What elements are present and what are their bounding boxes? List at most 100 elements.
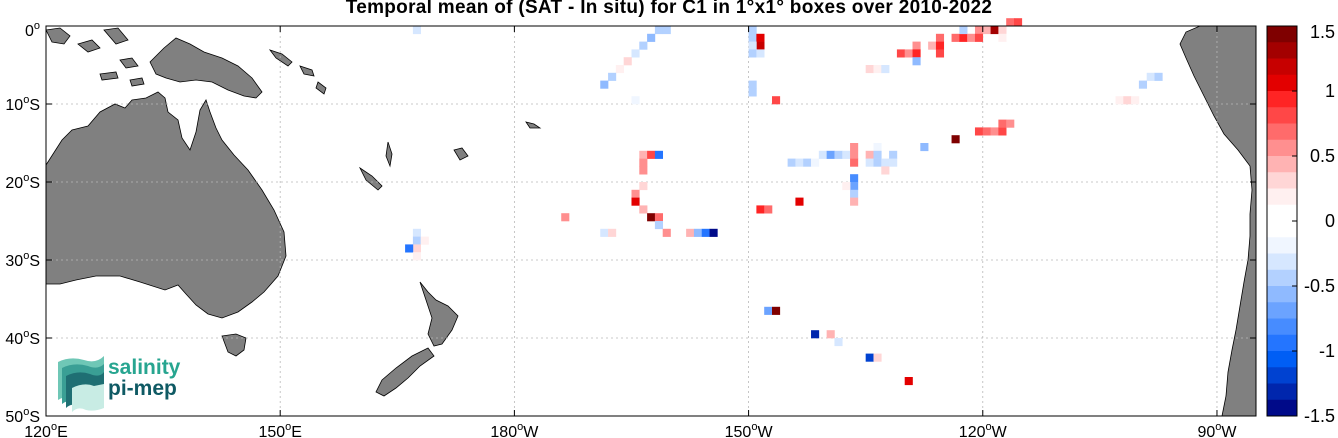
data-box bbox=[818, 150, 827, 159]
colorbar-segment bbox=[1267, 107, 1297, 124]
data-box bbox=[654, 26, 664, 35]
x-tick-label: 120oW bbox=[959, 421, 1008, 438]
data-box bbox=[795, 197, 804, 206]
y-axis: 0o 10oS 20oS 30oS 40oS 50oS bbox=[5, 20, 1256, 426]
data-box bbox=[850, 189, 859, 198]
data-box bbox=[889, 150, 898, 159]
colorbar-segment bbox=[1267, 302, 1297, 319]
data-box bbox=[850, 197, 859, 206]
data-box bbox=[834, 338, 843, 347]
data-box bbox=[850, 182, 859, 191]
colorbar bbox=[1266, 25, 1298, 417]
data-box bbox=[787, 158, 796, 167]
x-tick-label: 90oW bbox=[1197, 421, 1237, 438]
data-box bbox=[748, 26, 757, 35]
data-box bbox=[639, 158, 648, 167]
data-box bbox=[928, 41, 937, 50]
colorbar-segment bbox=[1267, 253, 1297, 271]
data-box bbox=[998, 127, 1007, 136]
data-box bbox=[1146, 72, 1155, 81]
data-box bbox=[982, 26, 991, 35]
data-box bbox=[420, 236, 429, 245]
data-box bbox=[873, 353, 882, 362]
data-box bbox=[748, 80, 757, 89]
data-box bbox=[811, 158, 820, 167]
data-box bbox=[974, 33, 984, 42]
colorbar-segment bbox=[1267, 318, 1297, 336]
y-tick-label: 0o bbox=[25, 20, 40, 40]
data-box bbox=[811, 330, 820, 339]
data-box bbox=[1006, 119, 1015, 128]
colorbar-segment bbox=[1267, 367, 1297, 384]
new-zealand-south-island bbox=[375, 347, 435, 397]
x-tick-label: 150oW bbox=[725, 421, 774, 438]
data-box bbox=[631, 49, 640, 58]
indonesia-islands bbox=[45, 27, 145, 87]
colorbar-segment bbox=[1267, 286, 1297, 303]
data-box bbox=[639, 166, 648, 175]
data-box bbox=[803, 158, 812, 167]
data-box bbox=[865, 158, 874, 167]
data-box bbox=[998, 33, 1007, 42]
x-tick-label: 150oE bbox=[258, 421, 302, 438]
logo-line1: salinity bbox=[108, 356, 181, 379]
data-box bbox=[654, 213, 664, 222]
data-box bbox=[912, 49, 921, 58]
australia-landmass bbox=[45, 91, 287, 319]
colorbar-segment bbox=[1267, 42, 1297, 59]
data-box bbox=[631, 96, 640, 105]
data-box bbox=[912, 57, 921, 66]
data-box bbox=[654, 221, 664, 230]
colorbar-segment bbox=[1267, 58, 1297, 76]
data-box bbox=[1131, 96, 1140, 105]
data-box bbox=[608, 72, 617, 81]
data-box bbox=[623, 57, 632, 66]
colorbar-segment bbox=[1267, 156, 1297, 173]
colorbar-segment bbox=[1267, 74, 1297, 92]
data-box bbox=[826, 150, 835, 159]
logo-line2: pi-mep bbox=[108, 377, 177, 400]
data-box bbox=[686, 228, 695, 237]
colorbar-tick-label: 0.5 bbox=[1310, 146, 1335, 166]
data-box bbox=[412, 228, 422, 237]
data-box bbox=[701, 228, 710, 237]
data-box bbox=[647, 213, 656, 222]
colorbar-segment bbox=[1267, 26, 1297, 43]
data-box bbox=[748, 88, 757, 97]
data-box bbox=[974, 127, 984, 136]
data-box bbox=[795, 158, 804, 167]
data-box bbox=[935, 33, 945, 42]
data-box bbox=[1123, 96, 1132, 105]
colorbar-segment bbox=[1267, 123, 1297, 141]
data-box bbox=[959, 26, 968, 35]
data-box bbox=[764, 306, 773, 315]
data-box bbox=[873, 143, 882, 152]
chart-title: Temporal mean of (SAT - In situ) for C1 … bbox=[345, 0, 993, 18]
data-box bbox=[881, 166, 890, 175]
colorbar-segment bbox=[1267, 383, 1297, 401]
data-box bbox=[865, 353, 874, 362]
data-box bbox=[865, 150, 874, 159]
data-box bbox=[1006, 18, 1015, 27]
y-tick-label: 40oS bbox=[5, 328, 40, 348]
colorbar-segment bbox=[1267, 237, 1297, 254]
colorbar-segment bbox=[1267, 399, 1297, 417]
data-box bbox=[756, 205, 765, 214]
data-box bbox=[639, 182, 648, 191]
data-box bbox=[850, 143, 859, 152]
data-box bbox=[764, 205, 773, 214]
data-box bbox=[600, 228, 609, 237]
data-box bbox=[412, 236, 422, 245]
colorbar-segment bbox=[1267, 351, 1297, 368]
data-box bbox=[1154, 72, 1163, 81]
data-box bbox=[639, 41, 648, 50]
data-box bbox=[631, 197, 640, 206]
data-box bbox=[772, 306, 781, 315]
plot-frame bbox=[45, 25, 1257, 417]
data-box bbox=[608, 228, 617, 237]
colorbar-ticks: 1.5 1 0.5 0 -0.5 -1 -1.5 bbox=[1292, 22, 1335, 426]
colorbar-segment bbox=[1267, 139, 1297, 157]
data-box bbox=[896, 49, 906, 58]
data-box bbox=[990, 127, 999, 136]
